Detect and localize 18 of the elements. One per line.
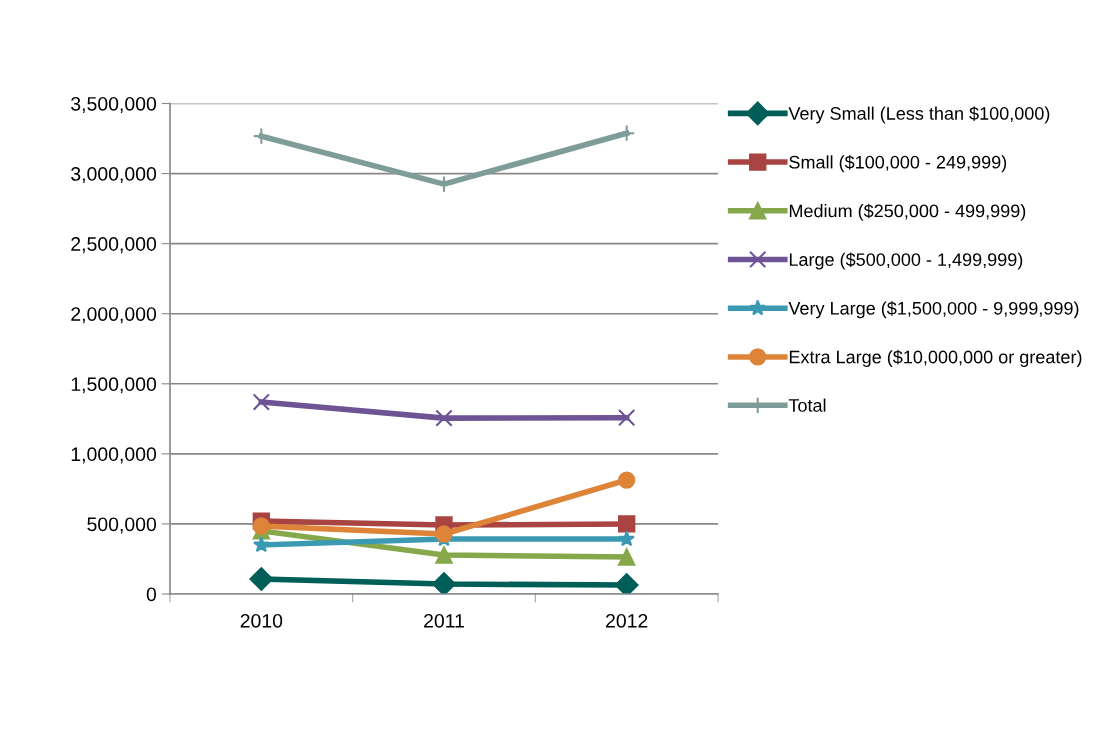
x-tick-label: 2012 xyxy=(606,613,648,628)
x-tick-label: 2011 xyxy=(424,613,464,628)
y-tick-label: 0 xyxy=(146,587,157,602)
y-tick-label: 2,500,000 xyxy=(71,237,157,254)
legend-label: Large ($500,000 - 1,499,999) xyxy=(789,252,1023,270)
legend-label: Medium ($250,000 - 499,999) xyxy=(789,203,1026,221)
x-tick-label: 2010 xyxy=(240,613,283,628)
legend-label: Very Small (Less than $100,000) xyxy=(788,106,1050,124)
legend-label: Total xyxy=(788,398,826,412)
y-tick-label: 3,500,000 xyxy=(71,96,157,114)
y-tick-label: 500,000 xyxy=(87,517,157,534)
legend-label: Extra Large ($10,000,000 or greater) xyxy=(789,349,1082,367)
y-tick-label: 2,000,000 xyxy=(71,307,157,324)
y-tick-label: 1,500,000 xyxy=(71,377,157,394)
y-tick-label: 3,000,000 xyxy=(71,167,157,184)
legend-label: Very Large ($1,500,000 - 9,999,999) xyxy=(788,301,1079,319)
y-tick-label: 1,000,000 xyxy=(71,447,157,464)
legend-label: Small ($100,000 - 249,999) xyxy=(789,155,1007,173)
